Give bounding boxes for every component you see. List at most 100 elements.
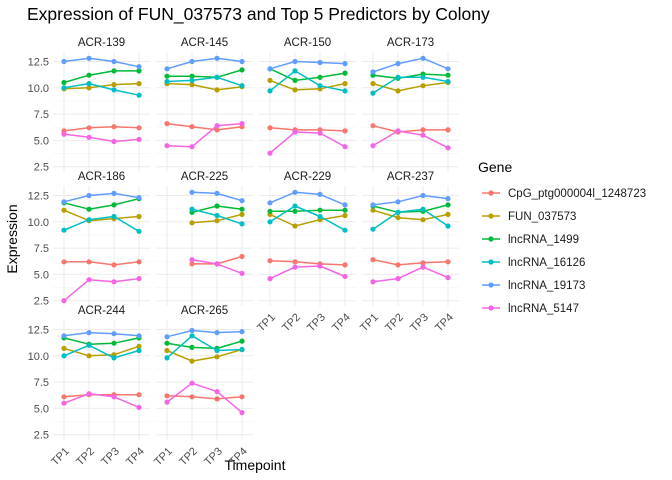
series-line-fun-037573 [63, 209, 140, 222]
data-point-lncrna-19173 [317, 59, 323, 66]
data-point-cpg-ptg000004l-1248723 [267, 258, 273, 264]
data-point-lncrna-16126 [317, 213, 323, 220]
data-point-lncrna-5147 [267, 276, 273, 282]
series-line-fun-037573 [166, 348, 243, 362]
data-point-fun-037573 [292, 87, 298, 93]
data-point-lncrna-16126 [370, 90, 376, 96]
data-point-lncrna-5147 [61, 400, 67, 406]
data-point-lncrna-5147 [317, 263, 323, 269]
data-point-lncrna-19173 [214, 190, 220, 196]
data-point-lncrna-19173 [342, 61, 348, 67]
data-point-lncrna-1499 [189, 344, 195, 350]
series-line-lncrna-1499 [63, 337, 140, 345]
series-line-lncrna-5147 [269, 265, 346, 280]
data-point-cpg-ptg000004l-1248723 [61, 394, 67, 400]
data-point-lncrna-1499 [61, 79, 67, 86]
data-point-lncrna-1499 [317, 207, 323, 213]
data-point-cpg-ptg000004l-1248723 [189, 394, 195, 400]
legend-items: CpG_ptg000004l_1248723 FUN_037573 lncRNA_1… [482, 188, 646, 315]
data-point-cpg-ptg000004l-1248723 [370, 123, 376, 129]
series-line-lncrna-16126 [63, 82, 140, 96]
data-point-lncrna-19173 [164, 334, 170, 340]
y-tick-label: 12.5 [28, 56, 49, 68]
series-line-fun-037573 [166, 82, 243, 91]
data-point-lncrna-5147 [342, 144, 348, 150]
data-point-lncrna-19173 [445, 66, 451, 72]
data-point-lncrna-1499 [164, 340, 170, 346]
data-point-lncrna-16126 [214, 347, 220, 354]
data-point-lncrna-19173 [86, 192, 92, 199]
data-point-fun-037573 [239, 211, 245, 217]
legend-label: FUN_037573 [508, 211, 576, 223]
legend-key-point [488, 305, 494, 311]
series-line-lncrna-1499 [372, 204, 449, 214]
series-line-lncrna-16126 [269, 70, 346, 92]
data-point-lncrna-5147 [189, 380, 195, 386]
data-point-lncrna-1499 [111, 68, 117, 74]
data-point-lncrna-5147 [214, 123, 220, 129]
data-point-lncrna-19173 [370, 202, 376, 208]
data-point-lncrna-19173 [136, 195, 142, 201]
y-tick-label: 5.0 [34, 403, 49, 415]
data-point-lncrna-16126 [189, 333, 195, 339]
series-line-fun-037573 [63, 345, 140, 357]
data-point-cpg-ptg000004l-1248723 [239, 253, 245, 260]
series-line-fun-037573 [269, 79, 346, 91]
data-point-lncrna-19173 [189, 327, 195, 334]
data-point-lncrna-1499 [292, 77, 298, 83]
data-point-lncrna-16126 [189, 77, 195, 83]
data-point-lncrna-5147 [189, 144, 195, 150]
data-point-cpg-ptg000004l-1248723 [61, 259, 67, 265]
legend-title: Gene [478, 159, 512, 175]
data-point-lncrna-16126 [420, 206, 426, 212]
series-line-lncrna-19173 [166, 329, 243, 338]
legend-item: lncRNA_5147 [482, 303, 579, 315]
data-point-lncrna-19173 [445, 196, 451, 202]
data-point-lncrna-16126 [136, 347, 142, 354]
series-line-lncrna-19173 [372, 194, 449, 206]
data-point-lncrna-1499 [86, 206, 92, 212]
data-point-cpg-ptg000004l-1248723 [189, 261, 195, 267]
data-point-lncrna-16126 [395, 209, 401, 215]
data-point-lncrna-19173 [267, 66, 273, 72]
data-point-fun-037573 [214, 218, 220, 224]
series-line-lncrna-16126 [372, 76, 449, 94]
data-point-lncrna-16126 [395, 74, 401, 80]
series-line-lncrna-1499 [63, 197, 140, 210]
data-point-lncrna-1499 [214, 203, 220, 209]
legend-label: lncRNA_5147 [508, 303, 579, 315]
x-axis-title: Timepoint [225, 457, 286, 473]
legend-item: lncRNA_19173 [482, 280, 585, 292]
data-point-cpg-ptg000004l-1248723 [445, 127, 451, 133]
data-point-lncrna-16126 [111, 87, 117, 93]
legend-item: lncRNA_16126 [482, 257, 585, 269]
data-point-lncrna-19173 [395, 61, 401, 67]
data-point-fun-037573 [61, 207, 67, 213]
panel-acr-173: ACR-173 [362, 37, 459, 172]
legend-key-point [488, 236, 494, 242]
data-point-fun-037573 [214, 354, 220, 360]
data-point-lncrna-19173 [239, 198, 245, 204]
data-point-lncrna-5147 [61, 298, 67, 304]
panel-acr-145: ACR-145 [156, 37, 253, 172]
data-point-lncrna-1499 [317, 74, 323, 80]
data-point-lncrna-1499 [292, 208, 298, 214]
data-point-lncrna-19173 [292, 189, 298, 195]
data-point-fun-037573 [420, 83, 426, 89]
data-point-lncrna-19173 [239, 58, 245, 65]
y-tick-label: 10.0 [28, 83, 49, 95]
legend-label: CpG_ptg000004l_1248723 [508, 188, 646, 200]
y-axis-title: Expression [4, 204, 20, 273]
data-point-cpg-ptg000004l-1248723 [395, 262, 401, 268]
data-point-fun-037573 [395, 215, 401, 221]
panel-acr-150: ACR-150 [259, 37, 356, 172]
data-point-cpg-ptg000004l-1248723 [189, 124, 195, 130]
legend-key-point [488, 213, 494, 219]
data-point-fun-037573 [136, 213, 142, 220]
data-point-lncrna-5147 [164, 399, 170, 405]
series-line-fun-037573 [372, 81, 449, 92]
data-point-lncrna-19173 [267, 200, 273, 206]
legend-item: CpG_ptg000004l_1248723 [482, 188, 646, 200]
data-point-lncrna-1499 [111, 340, 117, 346]
